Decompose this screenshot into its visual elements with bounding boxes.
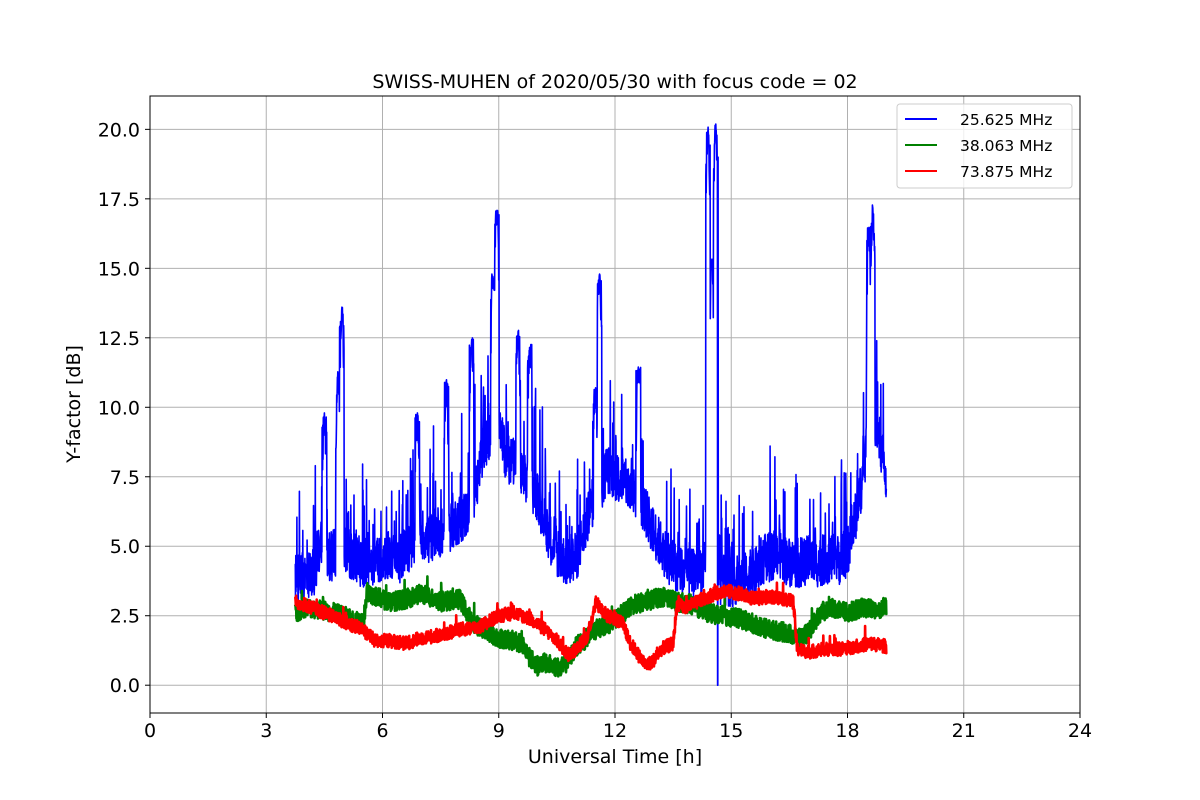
y-tick-label: 10.0	[98, 397, 140, 419]
x-tick-label: 12	[603, 720, 627, 742]
y-tick-label: 15.0	[98, 258, 140, 280]
legend-label: 25.625 MHz	[960, 111, 1052, 129]
y-tick-label: 2.5	[110, 606, 140, 628]
y-tick-label: 7.5	[110, 467, 140, 489]
x-tick-label: 6	[376, 720, 388, 742]
series-line-0	[294, 123, 888, 686]
x-tick-label: 9	[493, 720, 505, 742]
x-tick-label: 15	[719, 720, 743, 742]
y-tick-label: 12.5	[98, 328, 140, 350]
x-tick-label: 0	[144, 720, 156, 742]
y-tick-label: 17.5	[98, 189, 140, 211]
legend-box	[896, 103, 1073, 189]
x-tick-label: 18	[835, 720, 859, 742]
legend-label: 38.063 MHz	[960, 137, 1052, 155]
x-tick-label: 3	[260, 720, 272, 742]
chart-title: SWISS-MUHEN of 2020/05/30 with focus cod…	[372, 71, 857, 93]
x-tick-label: 24	[1068, 720, 1092, 742]
y-tick-label: 0.0	[110, 675, 140, 697]
y-axis-label: Y-factor [dB]	[63, 345, 85, 464]
x-axis-label: Universal Time [h]	[528, 746, 702, 768]
axis-ticks: 0 3 6 9 12 15 18 21 24 0.0 2.5 5.0 7.5 10.0 12.5 15.0 17…	[98, 119, 1092, 742]
series-layer	[294, 123, 888, 686]
legend-label: 73.875 MHz	[960, 163, 1052, 181]
series-line-2	[294, 581, 888, 671]
legend: 25.625 MHz 38.063 MHz 73.875 MHz	[896, 103, 1073, 189]
y-tick-label: 20.0	[98, 119, 140, 141]
y-tick-label: 5.0	[110, 536, 140, 558]
x-tick-label: 21	[952, 720, 976, 742]
